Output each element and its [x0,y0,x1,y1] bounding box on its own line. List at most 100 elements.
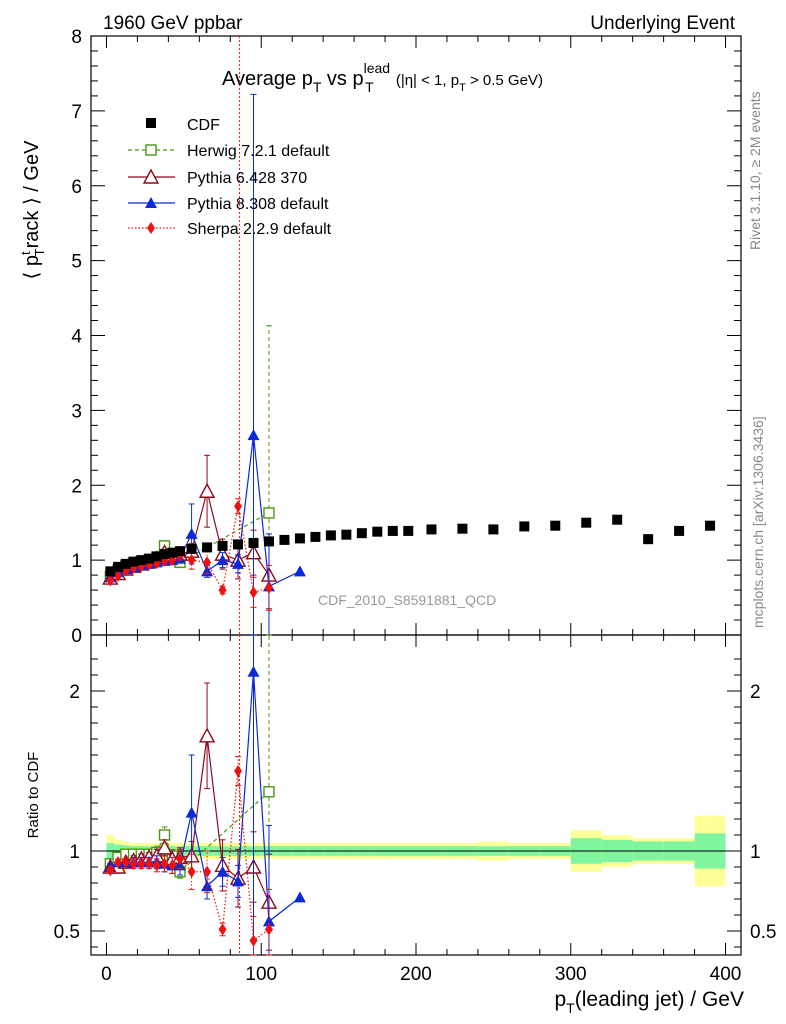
ratio-y-tick-label-right: 0.5 [750,922,776,943]
x-tick-label: 100 [245,964,277,985]
cdf-data-point [325,530,336,541]
rivet-label: Rivet 3.1.10, ≥ 2M events [747,91,763,250]
series-3-ratio-point [121,856,130,869]
series-3-point [264,581,273,594]
cdf-data-point [426,524,437,535]
series-3-point [106,574,115,587]
legend: CDF Herwig 7.2.1 default Pythia 6.428 37… [128,117,332,238]
cdf-data-point [705,520,716,531]
series-3-point [218,584,227,597]
cdf-data-point [202,542,213,553]
series-2-ratio-point [216,865,229,877]
series-2-point [185,527,198,539]
series-3-line [110,506,270,594]
series-3-ratio-point [175,853,184,865]
ratio-y-tick-label-right: 2 [750,682,761,703]
legend-marker-sherpa [147,222,155,234]
legend-label-sherpa: Sherpa 2.2.9 default [187,221,332,238]
cdf-data-point [294,533,305,544]
cdf-data-point [105,566,116,577]
header-left: 1960 GeV ppbar [103,13,243,34]
series-3-point [114,569,123,582]
series-3-ratio-point [152,859,161,872]
cdf-data-point [167,547,178,558]
series-3-point [187,554,196,567]
cdf-data-point [581,517,592,528]
cdf-data-point [550,520,561,531]
legend-label-herwig: Herwig 7.2.1 default [187,143,330,160]
ratio-plot-series [102,634,306,956]
series-3-ratio-point [129,857,138,870]
y-tick-label: 5 [71,252,82,273]
series-1-point [198,482,216,498]
cdf-data-point [136,555,147,566]
cdf-data-point [372,526,383,537]
legend-label-cdf: CDF [187,117,220,134]
plot-title: Average pT vs plead T (|η| < 1, pT > 0.5 … [222,60,543,95]
legend-label-pythia8: Pythia 8.308 default [187,196,329,213]
cdf-data-point [159,549,170,560]
x-tick-label: 200 [400,964,432,985]
legend-label-pythia6: Pythia 6.428 370 [187,170,307,187]
cdf-data-point [113,561,124,572]
ratio-y-tick-label-left: 1 [69,842,80,863]
cdf-data-point [387,525,398,536]
mcplots-label: mcplots.cern.ch [arXiv:1306.3436] [750,416,766,628]
series-3-ratio-point [218,923,227,936]
cdf-data-point [356,528,367,539]
series-2-ratio-point [293,891,306,903]
cdf-data-point [174,546,185,557]
cdf-data-point [128,556,139,567]
y-tick-label: 0 [71,626,82,647]
series-3-ratio-point [187,865,196,878]
cdf-data-point [457,523,468,534]
series-3-ratio-point [106,864,115,877]
cdf-data-point [233,539,244,550]
cdf-data-point [279,534,290,545]
series-0-point [263,507,275,519]
cdf-data-point [403,525,414,536]
series-3-ratio-point [249,934,258,947]
series-3-ratio-point [114,856,123,869]
series-3-ratio-point [203,865,212,878]
y-tick-label: 7 [71,102,82,123]
cdf-data-point [341,529,352,540]
series-2-ratio-point [185,806,198,818]
series-3-ratio-point [145,857,154,870]
series-2-ratio-point [201,880,214,892]
cdf-data-point [310,531,321,542]
cdf-data-point [612,514,623,525]
cdf-data-point [488,524,499,535]
y-tick-label: 2 [71,476,82,497]
cdf-data-point [151,551,162,562]
series-2-ratio-point [232,875,245,887]
cdf-data-point [144,553,155,564]
x-tick-label: 400 [710,964,742,985]
y-tick-label: 6 [71,177,82,198]
series-2-ratio-point [247,665,260,677]
cdf-data-point [248,537,259,548]
cdf-data-point [263,536,274,547]
y-tick-label: 1 [71,551,82,572]
y-axis-label-ratio: Ratio to CDF [25,752,42,839]
legend-marker-herwig [145,144,157,156]
series-3-point [249,586,258,599]
series-2-ratio-point [262,915,275,927]
ratio-plot-frame [90,634,742,956]
header-right: Underlying Event [590,13,735,34]
y-tick-label: 4 [71,327,82,348]
cdf-data-point [217,540,228,551]
series-3-point [234,500,243,513]
series-3-ratio-point [160,857,169,870]
y-axis-label-main: ⟨ ptTrack ⟩ / GeV [18,140,47,280]
analysis-tag: CDF_2010_S8591881_QCD [318,592,496,608]
series-0-ratio-point [263,786,275,798]
legend-item-pythia8: Pythia 8.308 default [128,196,329,213]
ratio-y-tick-label-left: 2 [69,682,80,703]
series-2-point [232,557,245,569]
cdf-data-point [674,525,685,536]
cdf-data-point [519,521,530,532]
x-tick-label: 300 [555,964,587,985]
legend-marker-pythia8 [145,197,157,208]
